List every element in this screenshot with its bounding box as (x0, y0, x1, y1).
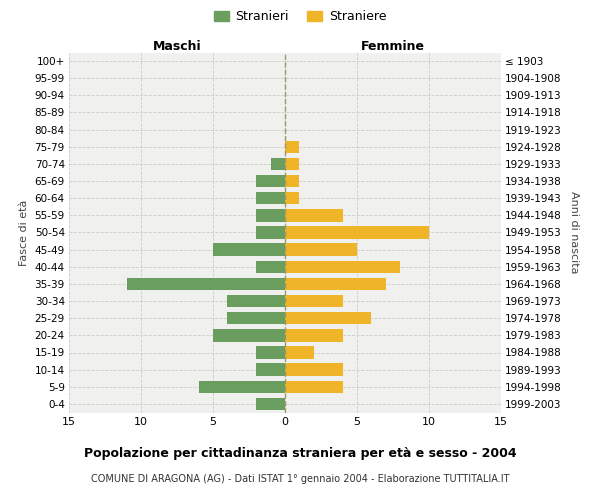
Bar (285, 209, 343, 222)
Text: Popolazione per cittadinanza straniera per età e sesso - 2004: Popolazione per cittadinanza straniera p… (83, 448, 517, 460)
Bar (199, 380, 285, 393)
Bar (256, 364, 285, 376)
Bar (256, 175, 285, 187)
Bar (271, 158, 285, 170)
Bar (256, 260, 285, 273)
Bar (256, 398, 285, 410)
Bar (256, 346, 285, 358)
Text: COMUNE DI ARAGONA (AG) - Dati ISTAT 1° gennaio 2004 - Elaborazione TUTTITALIA.IT: COMUNE DI ARAGONA (AG) - Dati ISTAT 1° g… (91, 474, 509, 484)
Bar (285, 140, 299, 153)
Bar (285, 329, 343, 342)
Bar (285, 158, 299, 170)
Bar (285, 278, 386, 290)
Bar (127, 278, 285, 290)
Bar (285, 175, 299, 187)
Bar (227, 312, 285, 324)
Bar (256, 209, 285, 222)
Bar (285, 192, 299, 204)
Bar (256, 226, 285, 238)
Bar (285, 260, 400, 273)
Bar (285, 226, 429, 238)
Bar (285, 380, 343, 393)
Bar (256, 192, 285, 204)
Bar (285, 244, 357, 256)
Bar (285, 295, 343, 307)
Text: Maschi: Maschi (152, 40, 202, 52)
Legend: Stranieri, Straniere: Stranieri, Straniere (210, 6, 390, 26)
Bar (285, 312, 371, 324)
Bar (227, 295, 285, 307)
Bar (285, 364, 343, 376)
Y-axis label: Anni di nascita: Anni di nascita (569, 191, 578, 274)
Bar (285, 346, 314, 358)
Y-axis label: Fasce di età: Fasce di età (19, 200, 29, 266)
Text: Femmine: Femmine (361, 40, 425, 52)
Bar (213, 329, 285, 342)
Bar (213, 244, 285, 256)
